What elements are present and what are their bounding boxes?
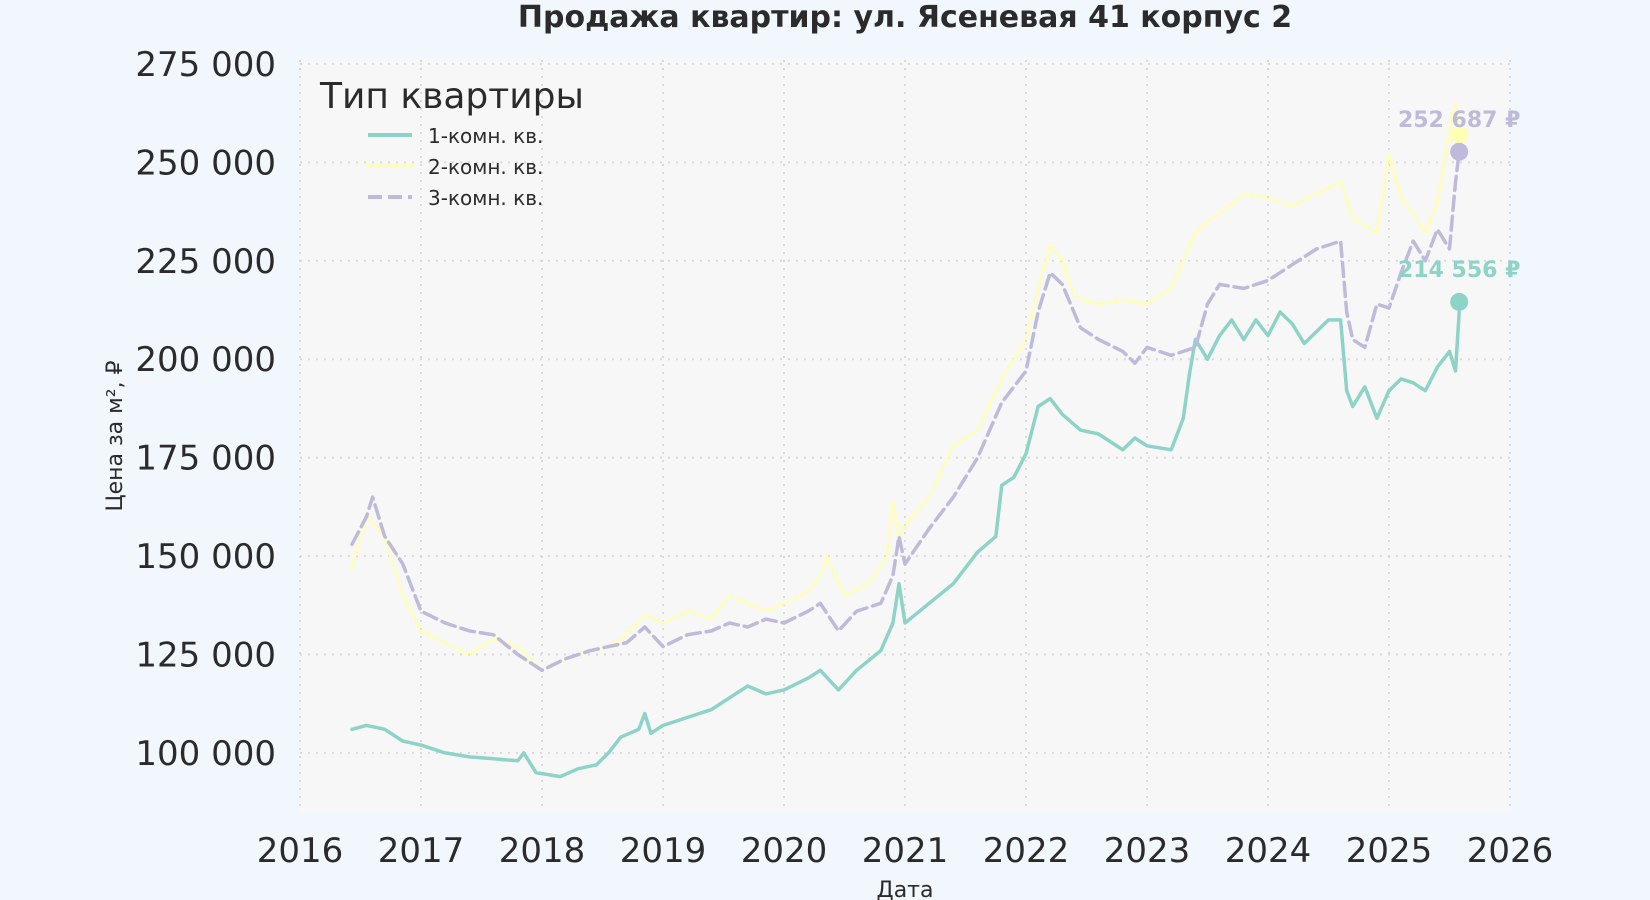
end-marker-1 (1450, 292, 1469, 311)
series-line-3 (350, 150, 1461, 673)
series-line-1 (350, 310, 1461, 779)
x-tick-label: 2017 (378, 831, 465, 871)
end-marker-3 (1450, 142, 1469, 161)
legend-label-2: 2-комн. кв. (428, 155, 543, 179)
x-tick-labels: 2016 2017 2018 2019 2020 2021 2022 2023 2024 2025… (257, 831, 1554, 871)
legend-label-3: 3-комн. кв. (428, 186, 543, 210)
x-tick-label: 2019 (620, 831, 707, 871)
x-tick-label: 2024 (1225, 831, 1312, 871)
x-axis-label: Дата (877, 878, 934, 900)
legend: Тип квартиры 1-комн. кв. 2-комн. кв. 3-к… (319, 76, 584, 210)
y-tick-label: 250 000 (135, 143, 276, 183)
x-tick-label: 2020 (741, 831, 828, 871)
y-tick-labels: 100 000 125 000 150 000 175 000 200 000 225 0… (135, 45, 276, 774)
legend-label-1: 1-комн. кв. (428, 124, 543, 148)
series-group (350, 101, 1461, 779)
y-tick-label: 150 000 (135, 537, 276, 577)
grid (299, 60, 1511, 812)
y-tick-label: 275 000 (135, 45, 276, 85)
legend-title: Тип квартиры (319, 76, 584, 117)
y-tick-label: 100 000 (135, 734, 276, 774)
x-tick-label: 2016 (257, 831, 344, 871)
end-label-1: 214 556 ₽ (1398, 258, 1520, 283)
x-tick-label: 2018 (499, 831, 586, 871)
x-tick-label: 2021 (862, 831, 949, 871)
y-axis-label: Цена за м², ₽ (103, 360, 128, 511)
y-tick-label: 200 000 (135, 340, 276, 380)
chart-title: Продажа квартир: ул. Ясеневая 41 корпус … (518, 0, 1292, 35)
x-tick-label: 2023 (1104, 831, 1191, 871)
x-tick-label: 2022 (983, 831, 1070, 871)
x-tick-label: 2025 (1346, 831, 1433, 871)
end-markers: 214 556 ₽ 252 687 ₽ (1398, 108, 1520, 311)
y-tick-label: 175 000 (135, 439, 276, 479)
y-tick-label: 225 000 (135, 242, 276, 282)
end-marker-2 (1450, 125, 1469, 144)
end-label-3: 252 687 ₽ (1398, 108, 1520, 133)
y-tick-label: 125 000 (135, 636, 276, 676)
x-tick-label: 2026 (1467, 831, 1554, 871)
